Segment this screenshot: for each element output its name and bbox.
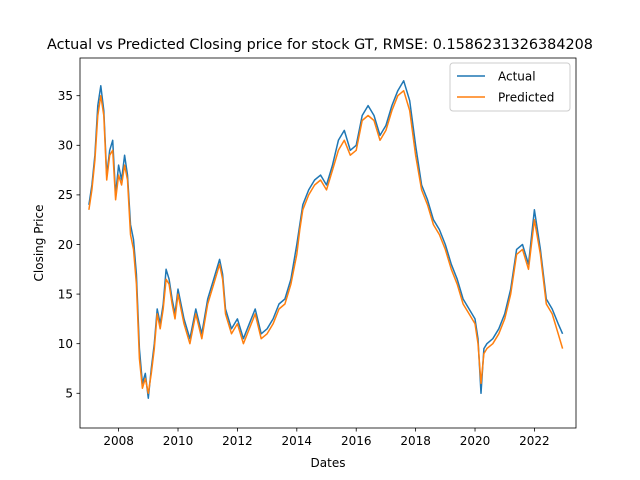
x-tick-label: 2018 xyxy=(400,434,431,448)
y-axis-label: Closing Price xyxy=(32,205,46,282)
y-tick-label: 30 xyxy=(58,139,73,153)
x-tick-label: 2008 xyxy=(103,434,134,448)
plot-area: 2008 2010 2012 2014 2016 2018 2020 2022 5 10 15 20… xyxy=(58,57,577,448)
y-tick-label: 5 xyxy=(65,387,73,401)
series-layer xyxy=(88,80,564,399)
y-tick-label: 25 xyxy=(58,188,73,202)
legend-box xyxy=(449,62,571,112)
y-axis-ticks: 5 10 15 20 25 30 35 xyxy=(58,89,80,401)
plot-frame xyxy=(79,57,577,429)
legend-label-predicted: Predicted xyxy=(498,91,554,105)
y-tick-label: 10 xyxy=(58,337,73,351)
x-tick-label: 2010 xyxy=(163,434,194,448)
x-tick-label: 2022 xyxy=(519,434,550,448)
x-axis-ticks: 2008 2010 2012 2014 2016 2018 2020 2022 xyxy=(103,428,550,448)
x-tick-label: 2020 xyxy=(460,434,491,448)
x-tick-label: 2016 xyxy=(341,434,372,448)
x-axis-label: Dates xyxy=(311,456,346,470)
legend: Actual Predicted xyxy=(449,62,571,112)
x-tick-label: 2014 xyxy=(282,434,313,448)
legend-label-actual: Actual xyxy=(498,70,536,84)
y-tick-label: 20 xyxy=(58,238,73,252)
y-tick-label: 35 xyxy=(58,89,73,103)
chart-title: Actual vs Predicted Closing price for st… xyxy=(47,37,593,53)
y-tick-label: 15 xyxy=(58,287,73,301)
series-line-predicted xyxy=(88,89,564,395)
x-tick-label: 2012 xyxy=(222,434,253,448)
